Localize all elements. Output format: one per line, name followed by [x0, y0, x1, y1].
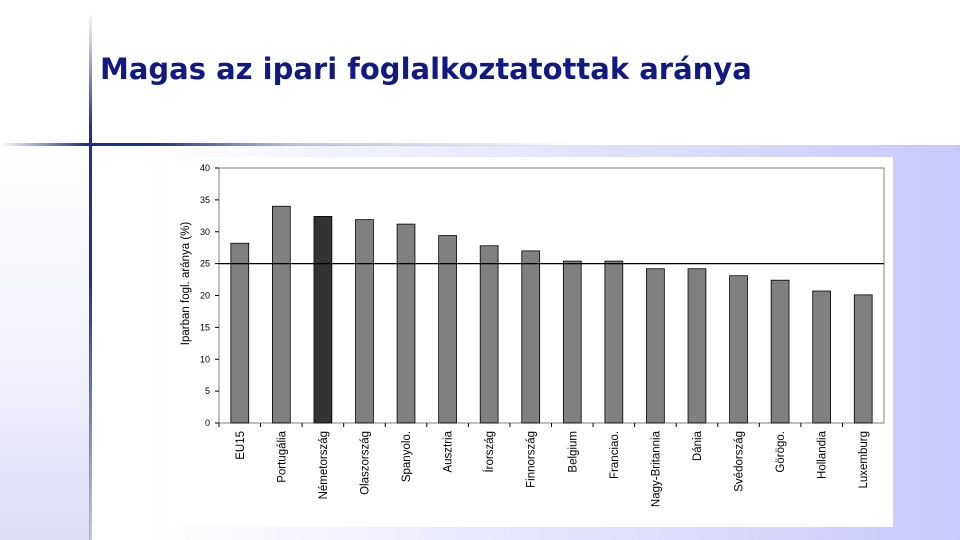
bar [646, 268, 665, 424]
title-area-background [0, 0, 960, 145]
chart-container: 0 5 10 15 20 25 30 35 40 EU15 Portugália Németorszá… [163, 157, 893, 527]
x-tick-label: Spanyolo. [401, 431, 413, 482]
x-tick-label: Görögo. [775, 431, 787, 473]
vertical-accent-line [89, 12, 92, 540]
bar [272, 205, 291, 424]
x-tick-label: EU15 [235, 431, 247, 460]
y-tick-label: 20 [200, 291, 210, 301]
x-tick-label: Svédország [734, 431, 746, 492]
x-tick-label: Németország [318, 431, 330, 499]
left-margin-background [0, 145, 90, 540]
bar [687, 268, 707, 424]
x-tick-label: Finnország [526, 431, 538, 488]
bar [521, 250, 541, 424]
bar [770, 279, 790, 424]
x-tick-label: Olaszország [359, 431, 371, 495]
bar [230, 242, 250, 424]
x-tick-label: Luxemburg [858, 431, 870, 489]
bar [812, 290, 831, 424]
horizontal-accent-line [0, 143, 960, 146]
y-tick-label: 15 [200, 322, 210, 332]
y-tick-label: 35 [200, 195, 210, 205]
x-tick-label: Belgium [567, 431, 579, 473]
bar [562, 260, 582, 424]
x-tick-label: Portugália [276, 430, 288, 482]
y-tick-label: 40 [200, 163, 210, 173]
bar [853, 294, 873, 424]
y-tick-label: 5 [205, 386, 210, 396]
x-tick-label: Hollandia [817, 430, 829, 479]
y-tick-label: 10 [200, 354, 210, 364]
bar [438, 235, 457, 424]
x-tick-label: Ausztria [443, 430, 455, 472]
bar [355, 219, 374, 424]
slide-title: Magas az ipari foglalkoztatottak aránya [100, 52, 752, 86]
y-tick-label: 0 [205, 418, 210, 428]
bar-highlighted [313, 216, 333, 424]
x-tick-label: Nagy-Britannia [650, 430, 662, 507]
bar-chart: 0 5 10 15 20 25 30 35 40 EU15 Portugália Németorszá… [180, 163, 885, 507]
y-tick-label: 30 [200, 227, 210, 237]
bar [729, 275, 748, 424]
y-axis-label: Iparban fogl. aránya (%) [180, 222, 192, 346]
bar [396, 223, 416, 424]
x-tick-label: Dánia [692, 430, 704, 461]
bar [479, 245, 499, 424]
y-tick-label: 25 [200, 259, 210, 269]
x-tick-label: Írország [483, 431, 496, 473]
x-tick-label: Franciao. [609, 431, 621, 479]
bar [604, 260, 624, 424]
